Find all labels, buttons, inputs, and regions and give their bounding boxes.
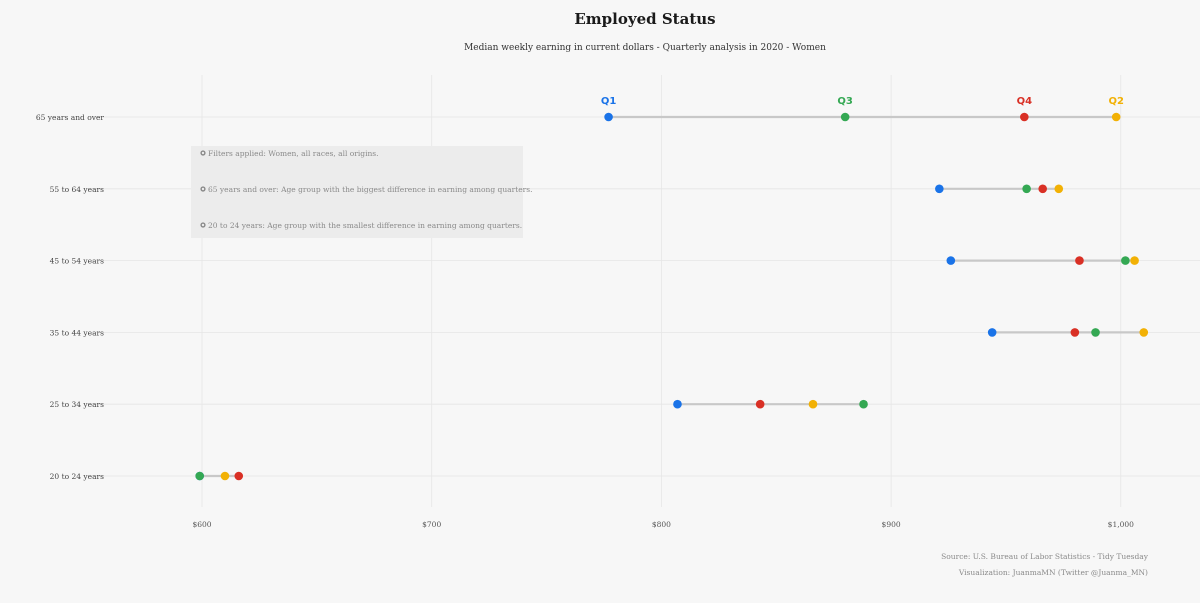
data-point-q3 <box>1121 256 1130 265</box>
annotation-note: Filters applied: Women, all races, all o… <box>208 149 379 158</box>
category-label: 65 years and over <box>36 113 105 122</box>
data-point-q4 <box>1038 184 1048 194</box>
category-label: 55 to 64 years <box>50 185 105 194</box>
data-point-q1 <box>987 328 997 337</box>
data-point-q2 <box>1111 112 1121 122</box>
x-tick-label: $700 <box>422 520 441 529</box>
caption-source: Source: U.S. Bureau of Labor Statistics … <box>941 552 1149 561</box>
category-label: 20 to 24 years <box>50 472 105 481</box>
data-point-q1 <box>673 399 682 409</box>
annotation-background <box>191 146 523 238</box>
data-point-q2 <box>1130 256 1139 265</box>
legend-label-q1: Q1 <box>601 96 617 107</box>
caption-credit: Visualization: JuanmaMN (Twitter @Juanma… <box>958 568 1148 577</box>
category-label: 45 to 54 years <box>50 257 105 266</box>
bullet-icon-center <box>201 151 205 155</box>
bullet-icon-center <box>201 223 205 227</box>
data-point-q1 <box>935 184 944 194</box>
chart-title: Employed Status <box>574 10 715 28</box>
data-point-q3 <box>1022 184 1031 194</box>
data-point-q4 <box>1075 256 1084 265</box>
data-point-q2 <box>1139 328 1149 337</box>
data-point-q4 <box>234 471 244 481</box>
data-point-q3 <box>840 112 850 122</box>
data-points <box>195 112 1149 481</box>
data-point-q4 <box>1020 112 1029 122</box>
legend: Q1 Q2 Q3 Q4 <box>601 96 1124 107</box>
data-point-q2 <box>1054 184 1064 194</box>
category-label: 25 to 34 years <box>50 400 105 409</box>
legend-label-q4: Q4 <box>1017 96 1033 107</box>
data-point-q1 <box>604 112 613 122</box>
data-point-q4 <box>755 399 765 409</box>
data-point-q3 <box>859 399 868 409</box>
annotation-note: 65 years and over: Age group with the bi… <box>208 185 533 194</box>
data-point-q3 <box>1091 328 1100 337</box>
x-tick-label: $800 <box>652 520 671 529</box>
data-point-q2 <box>220 471 230 481</box>
legend-label-q2: Q2 <box>1108 96 1124 107</box>
category-labels: 65 years and over 55 to 64 years 45 to 54 … <box>36 113 105 481</box>
data-point-q1 <box>946 256 956 265</box>
x-axis-tick-labels: $600 $700 $800 $900 $1,000 <box>192 520 1134 529</box>
data-point-q3 <box>195 471 205 481</box>
annotation-box: Filters applied: Women, all races, all o… <box>191 146 533 238</box>
x-tick-label: $600 <box>192 520 211 529</box>
connector-lines <box>199 115 1144 478</box>
chart-subtitle: Median weekly earning in current dollars… <box>464 43 826 53</box>
data-point-q2 <box>808 399 818 409</box>
bullet-icon-center <box>201 187 205 191</box>
grid-lines <box>92 75 1200 507</box>
x-tick-label: $900 <box>882 520 901 529</box>
category-label: 35 to 44 years <box>50 328 105 337</box>
x-tick-label: $1,000 <box>1108 520 1134 529</box>
data-point-q4 <box>1070 328 1080 337</box>
legend-label-q3: Q3 <box>837 96 853 107</box>
annotation-note: 20 to 24 years: Age group with the small… <box>208 221 522 230</box>
